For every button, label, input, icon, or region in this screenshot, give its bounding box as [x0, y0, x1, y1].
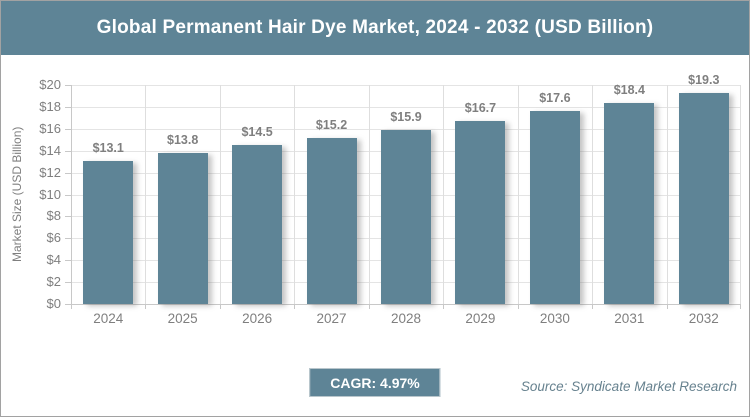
x-category-label-2030: 2030 — [539, 311, 570, 326]
bar-2027 — [306, 137, 357, 304]
bar-value-label-2032: $19.3 — [688, 72, 720, 87]
x-tick-mark — [517, 304, 519, 309]
v-gridline — [443, 85, 445, 304]
y-tick-mark — [65, 216, 71, 218]
y-tick-label: $14 — [39, 142, 61, 158]
chart-title-bar: Global Permanent Hair Dye Market, 2024 -… — [1, 1, 749, 55]
v-gridline — [294, 85, 296, 304]
bar-2024 — [83, 160, 134, 304]
x-tick-mark — [145, 304, 147, 309]
bar-value-label-2024: $13.1 — [92, 140, 124, 155]
v-gridline — [145, 85, 147, 304]
v-gridline — [517, 85, 519, 304]
bar-value-label-2030: $17.6 — [539, 91, 571, 106]
cagr-badge: CAGR: 4.97% — [309, 368, 441, 397]
v-gridline — [666, 85, 668, 304]
plot-area: $13.1 $13.8 $14.5 $15.2 $15.9 $16.7 $17.6 $18.4… — [65, 73, 741, 309]
y-tick-mark — [65, 238, 71, 240]
h-gridline — [71, 128, 741, 130]
y-tick-label: $16 — [39, 120, 61, 136]
x-tick-mark — [740, 304, 741, 309]
y-tick-mark — [65, 150, 71, 152]
y-tick-mark — [65, 128, 71, 130]
bar-2025 — [157, 152, 208, 304]
y-tick-label: $4 — [46, 252, 61, 268]
y-tick-mark — [65, 304, 71, 305]
x-category-label-2031: 2031 — [614, 311, 645, 326]
bar-2030 — [529, 111, 580, 304]
bar-value-label-2031: $18.4 — [613, 82, 645, 97]
bar-2026 — [232, 145, 283, 304]
x-category-label-2025: 2025 — [167, 311, 198, 326]
v-gridline — [368, 85, 370, 304]
x-tick-mark — [592, 304, 594, 309]
y-tick-mark — [65, 282, 71, 284]
y-tick-label: $8 — [46, 208, 61, 224]
x-tick-mark — [666, 304, 668, 309]
y-tick-label: $2 — [46, 274, 61, 290]
bar-2032 — [678, 92, 729, 304]
y-tick-label: $18 — [39, 98, 61, 114]
y-tick-label: $0 — [46, 296, 61, 311]
bar-value-label-2028: $15.9 — [390, 109, 422, 124]
x-tick-mark — [71, 304, 72, 309]
y-tick-label: $10 — [39, 186, 61, 202]
chart-title: Global Permanent Hair Dye Market, 2024 -… — [96, 17, 654, 38]
x-category-label-2029: 2029 — [465, 311, 496, 326]
y-tick-mark — [65, 194, 71, 196]
x-tick-mark — [294, 304, 296, 309]
bar-2031 — [604, 102, 655, 304]
v-gridline — [219, 85, 221, 304]
h-gridline — [71, 304, 741, 305]
y-tick-mark — [65, 85, 71, 86]
bar-value-label-2026: $14.5 — [241, 125, 273, 140]
x-tick-mark — [368, 304, 370, 309]
y-tick-mark — [65, 172, 71, 174]
v-gridline — [740, 85, 741, 304]
y-tick-label: $12 — [39, 164, 61, 180]
y-tick-mark — [65, 106, 71, 108]
h-gridline — [71, 85, 741, 86]
x-tick-mark — [219, 304, 221, 309]
h-gridline — [71, 106, 741, 108]
x-category-label-2024: 2024 — [93, 311, 124, 326]
bar-2028 — [381, 129, 431, 304]
x-category-label-2032: 2032 — [688, 311, 719, 326]
bar-value-label-2029: $16.7 — [464, 101, 497, 116]
x-category-label-2027: 2027 — [316, 311, 347, 326]
v-gridline — [592, 85, 594, 304]
bar-value-label-2027: $15.2 — [315, 117, 348, 132]
bar-value-label-2025: $13.8 — [167, 132, 199, 147]
y-tick-mark — [65, 260, 71, 262]
y-tick-label: $20 — [39, 77, 61, 92]
source-credit: Source: Syndicate Market Research — [520, 379, 737, 394]
x-category-label-2026: 2026 — [242, 311, 273, 326]
v-gridline — [71, 85, 72, 304]
bar-2029 — [455, 121, 506, 304]
x-tick-mark — [443, 304, 445, 309]
x-category-label-2028: 2028 — [390, 311, 422, 326]
y-tick-label: $6 — [46, 230, 61, 246]
